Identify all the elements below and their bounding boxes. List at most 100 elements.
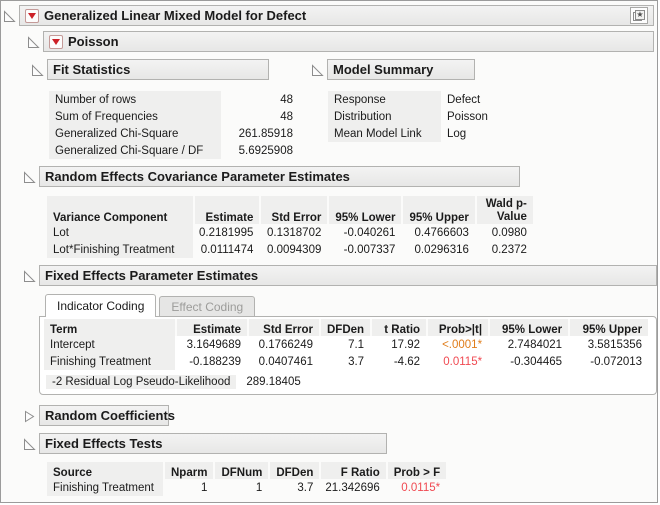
- table-header-row: Term Estimate Std Error DFDen t Ratio Pr…: [44, 319, 649, 336]
- report-title: Generalized Linear Mixed Model for Defec…: [44, 8, 307, 23]
- model-summary-section: Model Summary Response Defect Distributi…: [311, 59, 513, 159]
- stat-value: 48: [280, 93, 293, 106]
- star-icon: ★: [636, 10, 644, 19]
- summary-value: Defect: [447, 93, 481, 106]
- dfden: 3.7: [348, 355, 365, 368]
- model-summary-header-bar: Model Summary: [327, 59, 475, 80]
- layered-squares-star-icon[interactable]: ★: [630, 7, 648, 24]
- random-effects-section: Random Effects Covariance Parameter Esti…: [23, 166, 657, 258]
- table-row: Generalized Chi-Square 261.85918: [49, 125, 299, 142]
- fixed-effects-tests-table: Source Nparm DFNum DFDen F Ratio Prob > …: [47, 462, 447, 496]
- col-header: Prob > F: [385, 462, 447, 479]
- outline-fit-statistics: Fit Statistics: [31, 59, 299, 80]
- table-row: Number of rows 48: [49, 91, 299, 108]
- stat-label: Sum of Frequencies: [49, 108, 221, 125]
- disclosure-open-icon[interactable]: [3, 10, 16, 23]
- std-error: 0.1766249: [258, 338, 313, 351]
- estimate: 0.2181995: [199, 226, 254, 239]
- col-header: Std Error: [259, 196, 328, 224]
- stat-value: 48: [280, 110, 293, 123]
- disclosure-open-icon[interactable]: [23, 171, 36, 184]
- t-ratio: 17.92: [391, 338, 421, 351]
- disclosure-open-icon[interactable]: [23, 270, 36, 283]
- disclosure-open-icon[interactable]: [27, 36, 40, 49]
- col-header: Prob>|t|: [426, 319, 489, 336]
- f-ratio: 21.342696: [325, 481, 380, 494]
- tab-effect-coding[interactable]: Effect Coding: [159, 296, 256, 316]
- col-header: Term: [44, 319, 175, 336]
- outline-fixed-effects: Fixed Effects Parameter Estimates: [23, 265, 657, 286]
- disclosure-open-icon[interactable]: [23, 438, 36, 451]
- model-summary-table: Response Defect Distribution Poisson Mea…: [328, 91, 513, 142]
- col-header: 95% Lower: [327, 196, 402, 224]
- summary-label: Distribution: [328, 108, 441, 125]
- col-header: Wald p-Value: [474, 196, 533, 224]
- table-row: Distribution Poisson: [328, 108, 513, 125]
- lower-95: -0.304465: [510, 355, 563, 368]
- nparm: 1: [201, 481, 208, 494]
- outline-random-effects: Random Effects Covariance Parameter Esti…: [23, 166, 657, 187]
- coding-tabs-container: Indicator Coding Effect Coding Term Esti…: [39, 294, 657, 395]
- col-header: Estimate: [193, 196, 260, 224]
- prob-f: 0.0115*: [401, 481, 441, 494]
- summary-label: Mean Model Link: [328, 125, 441, 142]
- fit-statistics-header-bar: Fit Statistics: [47, 59, 269, 80]
- summary-value: Log: [447, 127, 467, 140]
- term: Intercept: [44, 336, 175, 353]
- random-effects-table: Variance Component Estimate Std Error 95…: [47, 196, 533, 258]
- upper-95: -0.072013: [590, 355, 643, 368]
- likelihood-value: 289.18405: [246, 376, 301, 388]
- poisson-header-bar: Poisson: [43, 31, 654, 52]
- tab-label: Indicator Coding: [57, 299, 145, 313]
- random-coefficients-title: Random Coefficients: [45, 408, 176, 423]
- red-hotspot-menu-icon[interactable]: [25, 8, 39, 23]
- outline-random-coefficients: Random Coefficients: [23, 405, 657, 426]
- std-error: 0.0407461: [258, 355, 313, 368]
- upper-95: 0.4766603: [414, 226, 469, 239]
- table-header-row: Variance Component Estimate Std Error 95…: [47, 196, 533, 224]
- table-row: Lot*Finishing Treatment 0.0111474 0.0094…: [47, 241, 533, 258]
- prob-t: <.0001*: [442, 338, 483, 351]
- col-header: 95% Upper: [568, 319, 649, 336]
- outline-model-summary: Model Summary: [311, 59, 513, 80]
- red-hotspot-menu-icon[interactable]: [49, 34, 63, 49]
- stat-label: Generalized Chi-Square / DF: [49, 142, 221, 159]
- std-error: 0.1318702: [267, 226, 322, 239]
- variance-component: Lot: [47, 224, 193, 241]
- col-header: F Ratio: [319, 462, 386, 479]
- dfden: 3.7: [297, 481, 314, 494]
- lower-95: -0.040261: [343, 226, 396, 239]
- upper-95: 0.0296316: [414, 243, 469, 256]
- fixed-effects-tests-section: Fixed Effects Tests Source Nparm DFNum D…: [23, 433, 657, 496]
- summary-value: Poisson: [447, 110, 488, 123]
- dfden: 7.1: [348, 338, 365, 351]
- col-header: DFDen: [319, 319, 371, 336]
- table-row: Finishing Treatment 1 1 3.7 21.342696 0.…: [47, 479, 446, 496]
- wald-p-value: 0.2372: [491, 243, 527, 256]
- random-effects-title: Random Effects Covariance Parameter Esti…: [45, 169, 350, 184]
- variance-component: Lot*Finishing Treatment: [47, 241, 193, 258]
- fixed-effects-header-bar: Fixed Effects Parameter Estimates: [39, 265, 657, 286]
- coding-tabstrip: Indicator Coding Effect Coding: [45, 294, 657, 317]
- table-row: Sum of Frequencies 48: [49, 108, 299, 125]
- fixed-effects-title: Fixed Effects Parameter Estimates: [45, 268, 259, 283]
- disclosure-collapsed-icon[interactable]: [23, 410, 36, 423]
- upper-95: 3.5815356: [587, 338, 643, 351]
- tab-label: Effect Coding: [171, 299, 244, 314]
- red-triangle-icon: [52, 38, 60, 45]
- table-row: Lot 0.2181995 0.1318702 -0.040261 0.4766…: [47, 224, 533, 241]
- table-row: Finishing Treatment -0.188239 0.0407461 …: [44, 353, 648, 370]
- table-row: Mean Model Link Log: [328, 125, 513, 142]
- tab-indicator-coding[interactable]: Indicator Coding: [45, 294, 157, 317]
- fixed-effects-section: Fixed Effects Parameter Estimates Indica…: [23, 265, 657, 395]
- fixed-effects-tests-title: Fixed Effects Tests: [45, 436, 163, 451]
- prob-t: 0.0115*: [443, 355, 483, 368]
- disclosure-open-icon[interactable]: [311, 64, 324, 77]
- residual-likelihood-row: -2 Residual Log Pseudo-Likelihood 289.18…: [46, 375, 652, 389]
- model-summary-title: Model Summary: [333, 62, 434, 77]
- fit-statistics-title: Fit Statistics: [53, 62, 131, 77]
- fit-and-summary-row: Fit Statistics Number of rows 48 Sum of …: [31, 59, 657, 159]
- front-square-icon: ★: [635, 10, 645, 20]
- col-header: DFDen: [268, 462, 320, 479]
- disclosure-open-icon[interactable]: [31, 64, 44, 77]
